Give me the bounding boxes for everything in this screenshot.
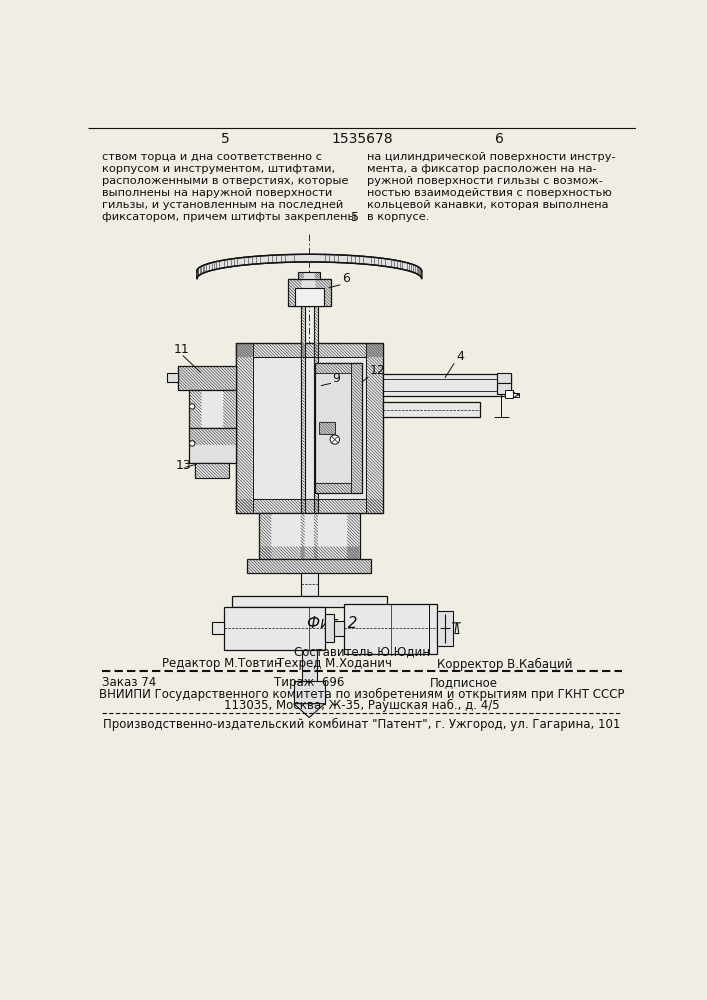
Bar xyxy=(347,513,360,559)
Text: 4: 4 xyxy=(457,350,464,363)
Bar xyxy=(223,389,235,428)
Text: корпусом и инструментом, штифтами,: корпусом и инструментом, штифтами, xyxy=(103,164,335,174)
Text: Техред М.Ходанич: Техред М.Ходанич xyxy=(276,657,392,670)
Bar xyxy=(189,428,235,445)
Bar xyxy=(189,389,201,428)
Text: 13: 13 xyxy=(175,459,191,472)
Circle shape xyxy=(189,404,195,409)
Text: 113035, Москва, Ж-35, Раушская наб., д. 4/5: 113035, Москва, Ж-35, Раушская наб., д. … xyxy=(224,699,500,712)
Bar xyxy=(177,366,235,389)
Bar xyxy=(300,279,305,559)
Bar xyxy=(235,343,252,513)
Text: 1535678: 1535678 xyxy=(331,132,393,146)
Text: Составитель Ю.Юдин: Составитель Ю.Юдин xyxy=(294,645,430,658)
Text: 6: 6 xyxy=(341,272,350,285)
Bar xyxy=(315,483,362,493)
Text: Производственно-издательский комбинат "Патент", г. Ужгород, ул. Гагарина, 101: Производственно-издательский комбинат "П… xyxy=(103,718,621,731)
Text: кольцевой канавки, которая выполнена: кольцевой канавки, которая выполнена xyxy=(368,200,609,210)
Circle shape xyxy=(330,435,339,444)
Bar xyxy=(167,373,177,382)
Bar xyxy=(194,463,230,478)
Bar xyxy=(314,279,317,559)
Bar xyxy=(298,272,320,279)
Bar xyxy=(513,393,519,397)
Text: Редактор М.Товтин: Редактор М.Товтин xyxy=(162,657,282,670)
Bar xyxy=(224,607,325,650)
Bar xyxy=(177,366,235,389)
Bar xyxy=(383,374,510,396)
Bar xyxy=(320,422,335,434)
Bar xyxy=(300,279,305,559)
Bar xyxy=(314,279,317,559)
Bar xyxy=(295,288,324,306)
Text: расположенными в отверстиях, которые: расположенными в отверстиях, которые xyxy=(103,176,349,186)
Bar xyxy=(189,389,235,428)
Bar xyxy=(383,402,480,417)
Bar xyxy=(232,596,387,607)
Bar xyxy=(344,604,437,654)
Text: выполнены на наружной поверхности: выполнены на наружной поверхности xyxy=(103,188,332,198)
Bar xyxy=(300,573,317,596)
Bar xyxy=(437,611,452,646)
Text: Подписное: Подписное xyxy=(429,676,498,689)
Bar xyxy=(288,279,301,306)
Text: 12: 12 xyxy=(370,364,385,377)
Bar xyxy=(506,390,513,398)
Text: гильзы, и установленным на последней: гильзы, и установленным на последней xyxy=(103,200,344,210)
Bar xyxy=(194,463,230,478)
Text: 6: 6 xyxy=(495,132,503,146)
Text: ружной поверхности гильзы с возмож-: ружной поверхности гильзы с возмож- xyxy=(368,176,603,186)
Polygon shape xyxy=(293,704,325,718)
Text: 5: 5 xyxy=(221,132,230,146)
Text: 11: 11 xyxy=(174,343,189,356)
Bar xyxy=(247,559,371,573)
Bar xyxy=(235,343,383,357)
Bar xyxy=(288,279,331,306)
Bar xyxy=(325,614,334,642)
Bar xyxy=(315,272,320,279)
Bar xyxy=(315,363,362,373)
Bar xyxy=(298,272,304,279)
Bar xyxy=(366,343,383,513)
Bar xyxy=(212,622,224,634)
Bar xyxy=(497,373,510,383)
Bar xyxy=(259,547,360,559)
Text: Заказ 74: Заказ 74 xyxy=(103,676,156,689)
Bar xyxy=(259,513,271,559)
Text: 9: 9 xyxy=(332,372,340,385)
Text: ством торца и дна соответственно с: ством торца и дна соответственно с xyxy=(103,152,322,162)
Bar xyxy=(259,513,360,559)
Text: Фиг. 2: Фиг. 2 xyxy=(308,616,358,631)
Bar xyxy=(247,559,371,573)
Bar xyxy=(334,620,344,636)
Bar xyxy=(301,650,317,681)
Polygon shape xyxy=(197,254,421,279)
Text: ВНИИПИ Государственного комитета по изобретениям и открытиям при ГКНТ СССР: ВНИИПИ Государственного комитета по изоб… xyxy=(99,687,625,701)
Bar xyxy=(351,373,362,483)
Text: ностью взаимодействия с поверхностью: ностью взаимодействия с поверхностью xyxy=(368,188,612,198)
Text: фиксатором, причем штифты закреплены: фиксатором, причем штифты закреплены xyxy=(103,212,357,222)
Bar xyxy=(235,343,383,513)
Bar xyxy=(497,383,510,394)
Bar xyxy=(189,428,235,463)
Circle shape xyxy=(189,441,195,446)
Text: мента, а фиксатор расположен на на-: мента, а фиксатор расположен на на- xyxy=(368,164,597,174)
Text: на цилиндрической поверхности инстру-: на цилиндрической поверхности инстру- xyxy=(368,152,616,162)
Text: Тираж  696: Тираж 696 xyxy=(274,676,345,689)
Bar xyxy=(315,363,362,493)
Text: в корпусе.: в корпусе. xyxy=(368,212,430,222)
Bar xyxy=(235,499,383,513)
Bar xyxy=(320,422,335,434)
Bar xyxy=(293,681,325,704)
Text: 5: 5 xyxy=(351,211,359,224)
Text: Корректор В.Кабаций: Корректор В.Кабаций xyxy=(437,657,573,671)
Bar xyxy=(315,279,331,306)
